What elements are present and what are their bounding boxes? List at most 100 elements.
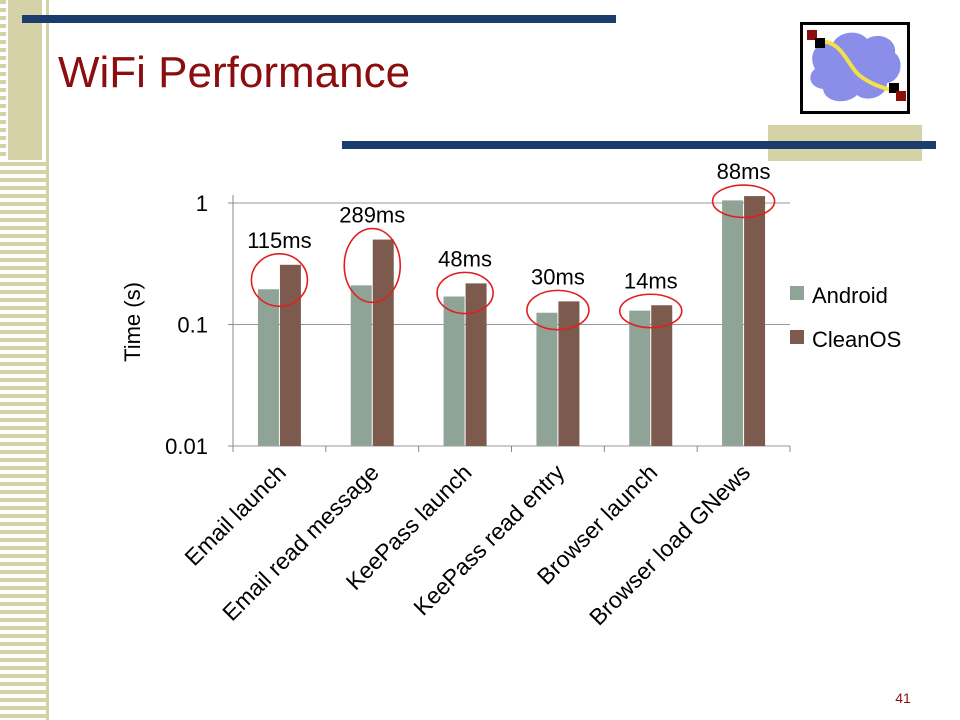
left-stripe-line [0,162,48,166]
bar-cleanos [372,239,394,446]
y-tick-label: 0.01 [165,434,208,459]
left-stripe-line [0,152,6,156]
left-stripe-line [0,282,48,286]
left-stripe-line [0,16,6,20]
left-stripe-line [0,482,48,486]
left-stripe-edge [46,0,49,720]
bar-android [629,310,651,446]
left-stripe-line [0,48,6,52]
left-stripe-line [0,104,6,108]
left-stripe-line [0,56,6,60]
left-stripe-line [0,88,6,92]
highlight-circle [343,227,402,304]
left-stripe-line [0,362,48,366]
left-stripe-line [0,250,48,254]
left-stripe-line [0,378,48,382]
bar-android [350,285,372,446]
left-stripe-line [0,490,48,494]
bar-cleanos [558,301,580,446]
left-stripe-line [0,562,48,566]
left-stripe-line [0,194,48,198]
left-stripe-line [0,442,48,446]
logo-node-top-black [815,38,825,48]
left-stripe-line [0,24,6,28]
legend-label-cleanos: CleanOS [812,327,901,352]
left-stripe-line [0,434,48,438]
left-stripe-line [0,474,48,478]
left-stripe-line [0,170,48,174]
left-stripe-line [0,314,48,318]
left-stripe-line [0,186,48,190]
left-stripe-line [0,698,48,702]
bottom-accent-bar [342,141,936,149]
left-stripe-line [0,322,48,326]
left-stripe-line [0,578,48,582]
left-stripe-line [0,570,48,574]
left-stripe-line [0,594,48,598]
left-stripe-line [0,602,48,606]
left-stripe-line [0,226,48,230]
left-stripe-line [0,554,48,558]
highlight-circle [711,184,776,219]
network-cloud-logo-icon [800,22,910,114]
left-stripe-line [0,386,48,390]
left-stripe-line [0,202,48,206]
left-stripe-line [0,266,48,270]
left-stripe-line [0,370,48,374]
y-tick-label: 0.1 [177,313,208,338]
left-stripe-line [0,466,48,470]
left-stripe-line [0,610,48,614]
left-stripe-line [0,674,48,678]
highlight-circle [250,252,309,308]
logo-node-bottom-black [889,83,899,93]
left-stripe-line [0,410,48,414]
left-stripe-line [0,306,48,310]
slide-title: WiFi Performance [58,48,411,97]
y-tick-label: 1 [196,191,208,216]
left-stripe-line [0,210,48,214]
annotation-label: 30ms [531,264,585,289]
bar-android [536,312,558,446]
left-stripe-line [0,546,48,550]
bar-cleanos [465,283,487,446]
left-stripe-line [0,40,6,44]
left-stripe-line [0,506,48,510]
logo-node-bottom-red [896,91,906,101]
logo-node-top-red [807,30,817,40]
left-stripe-line [0,96,6,100]
annotation-label: 115ms [247,228,311,253]
y-axis-label: Time (s) [120,282,145,362]
left-stripe-line [0,128,6,132]
chart-plot: 1 0.1 0.01 Time (s) 115ms 289ms 48ms 30ms 14ms 88… [120,159,901,630]
left-stripe-line [0,618,48,622]
left-stripe-line [0,634,48,638]
logo-path [818,39,896,93]
left-stripe-line [0,112,6,116]
bar-android [722,200,744,446]
left-stripe-line [0,394,48,398]
left-stripe-block [8,0,42,160]
annotation-label: 14ms [624,268,678,293]
left-stripe-line [0,178,48,182]
legend-swatch-cleanos [790,330,804,344]
left-stripe-line [0,338,48,342]
bar-cleanos [279,264,301,446]
left-stripe-line [0,626,48,630]
x-tick-label: Email read message [217,459,384,626]
left-stripe-line [0,242,48,246]
left-stripe-line [0,136,6,140]
highlight-circle [436,271,494,315]
left-stripe-line [0,514,48,518]
left-stripe-line [0,354,48,358]
bar-android [443,296,465,446]
left-stripe-line [0,426,48,430]
left-stripe-line [0,450,48,454]
left-stripe-line [0,274,48,278]
x-tick-label: Browser load GNews [584,459,755,630]
left-stripe-line [0,0,6,4]
left-stripe-line [0,298,48,302]
annotation-label: 289ms [339,203,405,228]
left-stripe-line [0,586,48,590]
bar-cleanos [744,196,766,446]
